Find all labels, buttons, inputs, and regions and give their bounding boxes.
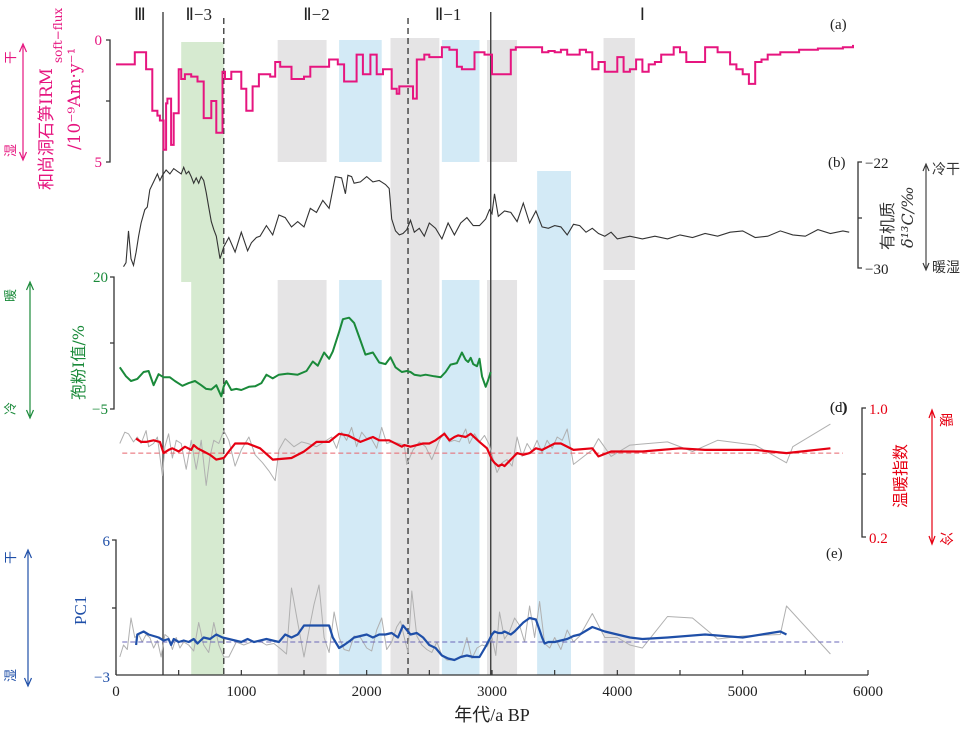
panel-d-arrow-top-label: 暖 xyxy=(937,413,953,427)
series-c-pollen-line xyxy=(118,316,492,398)
panel-a-ylabel-sup: soft−flux xyxy=(51,8,65,63)
panel-a-ytick-bottom: 5 xyxy=(95,155,103,171)
series-e-pc1-line xyxy=(135,616,787,662)
panel-b-arrow-bottom-label: 暖湿 xyxy=(932,260,960,276)
panel-c-ytick-top: 20 xyxy=(93,270,108,286)
panel-b-arrow xyxy=(922,162,930,272)
series-d-warmth-index-line xyxy=(135,432,831,468)
panel-d-tag: (d) xyxy=(830,400,848,416)
highlight-band xyxy=(339,280,382,675)
x-tick-label: 1000 xyxy=(226,684,256,700)
panel-a-arrow xyxy=(18,42,28,162)
panel-a-tag: (a) xyxy=(830,17,847,33)
panel-b-ytick-top: −22 xyxy=(865,156,888,172)
panel-e-ylabel: PC1 xyxy=(71,596,90,625)
zone-label: Ⅱ−2 xyxy=(303,5,329,24)
highlight-band xyxy=(486,280,518,675)
double-arrow-icon xyxy=(18,42,28,162)
panel-e-arrow-top-label: 干 xyxy=(4,551,19,564)
panel-c-arrow xyxy=(25,280,35,420)
panel-b-y-axis xyxy=(857,161,862,269)
highlight-band xyxy=(537,171,571,675)
zone-label: Ⅰ xyxy=(640,5,645,24)
panel-c: 20 −5 孢粉I值/% 暖 冷 (c) xyxy=(4,270,847,420)
panel-c-tag: (c) xyxy=(830,400,847,416)
panel-b-arrow-top-label: 冷干 xyxy=(932,162,960,178)
panel-a-ytick-top: 0 xyxy=(95,33,103,49)
x-tick-label: 3000 xyxy=(477,684,507,700)
x-tick-label: 6000 xyxy=(853,684,883,700)
highlight-bands xyxy=(181,38,635,675)
panel-e-tag: (e) xyxy=(826,546,843,562)
panel-c-arrow-top-label: 暖 xyxy=(4,289,19,302)
panel-e-y-axis xyxy=(112,539,117,675)
series-e-raw-line xyxy=(119,584,831,661)
x-axis-title: 年代/a BP xyxy=(454,705,530,725)
panel-a-ylabel-line2: /10⁻⁹Am·y⁻¹ xyxy=(65,48,85,150)
series xyxy=(116,44,854,662)
x-tick-label: 4000 xyxy=(602,684,632,700)
panel-a-y-axis xyxy=(106,39,111,163)
panel-c-y-axis xyxy=(110,276,115,410)
x-tick-label: 5000 xyxy=(728,684,758,700)
zone-label: Ⅱ−1 xyxy=(435,5,461,24)
series-a-irm-line xyxy=(116,44,854,151)
highlight-band xyxy=(441,280,480,675)
panel-b-ylabel-line1: 有机质 xyxy=(878,202,897,250)
highlight-band xyxy=(277,40,327,162)
panel-e: 6 −3 PC1 干 湿 (e) xyxy=(4,534,843,688)
x-axis: 0 1000 2000 3000 4000 5000 6000 xyxy=(112,670,883,700)
double-arrow-icon xyxy=(25,280,35,420)
panel-a-arrow-bottom-label: 湿 xyxy=(4,144,19,157)
panel-b: −22 −30 (b) 有机质 δ¹³C/‰ 冷干 暖湿 xyxy=(828,155,960,278)
panel-d-ytick-top: 1.0 xyxy=(869,402,888,418)
highlight-band xyxy=(277,280,327,675)
panel-c-arrow-bottom-label: 冷 xyxy=(4,402,19,415)
panel-d-y-axis xyxy=(861,407,866,538)
highlight-band xyxy=(441,40,480,162)
panel-c-ylabel: 孢粉I值/% xyxy=(69,325,88,400)
double-arrow-icon xyxy=(922,162,930,272)
panel-c-ytick-bottom: −5 xyxy=(92,402,108,418)
panel-e-arrow xyxy=(23,548,33,688)
panel-d-ytick-bottom: 0.2 xyxy=(869,531,888,547)
double-arrow-icon xyxy=(23,548,33,688)
panel-a-ylabel-line1: 和尚洞石笋IRM xyxy=(37,68,57,190)
panel-b-tag: (b) xyxy=(828,155,846,171)
x-tick-label: 0 xyxy=(112,684,120,700)
double-arrow-icon xyxy=(928,408,936,546)
series-d-raw-line xyxy=(119,423,831,486)
highlight-band xyxy=(390,38,440,675)
panel-e-ytick-top: 6 xyxy=(103,534,111,550)
series-b-d13c-line xyxy=(123,165,850,268)
panel-d-arrow xyxy=(928,408,936,546)
panel-e-ytick-bottom: −3 xyxy=(94,670,110,686)
panel-d: 1.0 0.2 (d) 温暖指数 暖 冷 xyxy=(830,400,953,547)
panel-b-ylabel-line2: δ¹³C/‰ xyxy=(898,186,917,248)
zone-label: Ⅲ xyxy=(134,5,146,24)
panel-a-arrow-top-label: 干 xyxy=(4,51,19,64)
highlight-band xyxy=(603,38,635,270)
highlight-band xyxy=(603,280,635,675)
panel-d-ylabel: 温暖指数 xyxy=(891,444,910,508)
panel-a: 0 5 和尚洞石笋IRM soft−flux /10⁻⁹Am·y⁻¹ 干 湿 (… xyxy=(4,8,847,190)
zone-labels: Ⅲ Ⅱ−3 Ⅱ−2 Ⅱ−1 Ⅰ xyxy=(134,5,645,24)
x-tick-label: 2000 xyxy=(352,684,382,700)
panel-e-arrow-bottom-label: 湿 xyxy=(4,669,19,682)
panel-d-arrow-bottom-label: 冷 xyxy=(937,532,953,546)
zone-label: Ⅱ−3 xyxy=(185,5,211,24)
panel-b-ytick-bottom: −30 xyxy=(865,262,888,278)
highlight-band xyxy=(339,40,382,162)
